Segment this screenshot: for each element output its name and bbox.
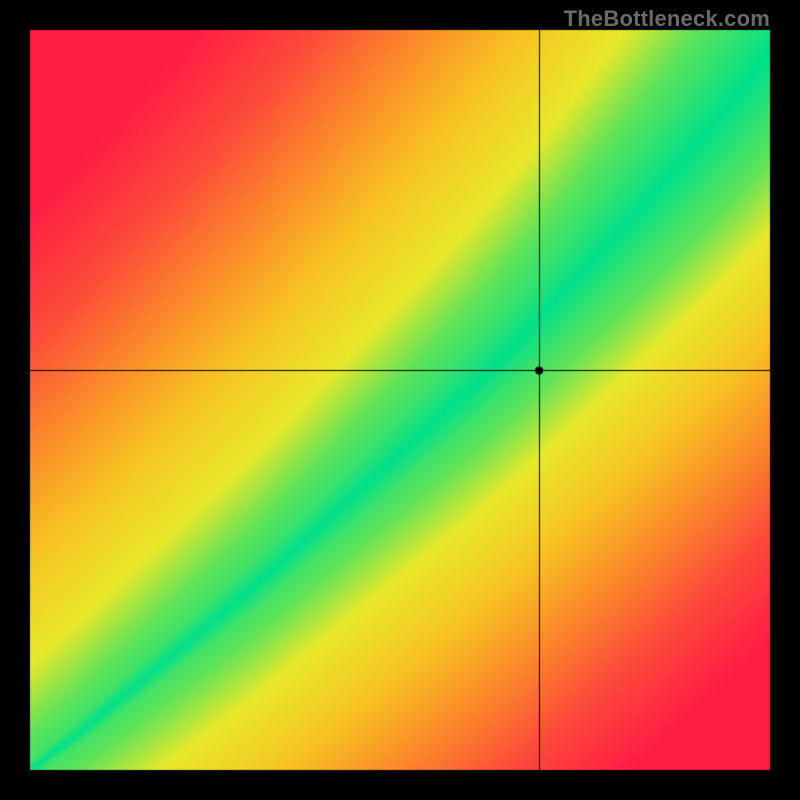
chart-frame: TheBottleneck.com bbox=[0, 0, 800, 800]
watermark-text: TheBottleneck.com bbox=[564, 6, 770, 32]
bottleneck-heatmap bbox=[0, 0, 800, 800]
